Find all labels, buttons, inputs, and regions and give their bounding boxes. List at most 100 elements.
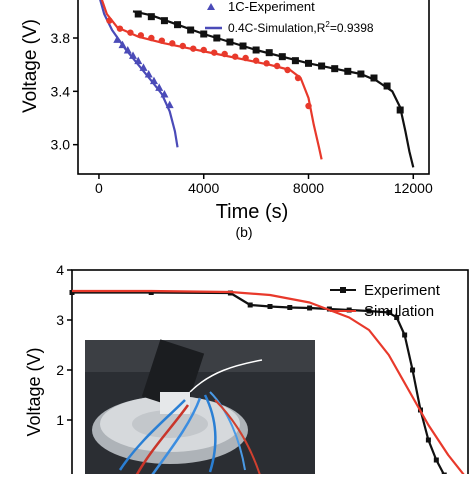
- data-point-square: [265, 49, 273, 57]
- data-point-triangle: [155, 83, 164, 91]
- y-tick-label: 1: [56, 412, 64, 428]
- data-point: [307, 305, 313, 311]
- data-point-circle: [116, 25, 124, 32]
- data-point-square: [305, 59, 313, 67]
- data-point: [148, 290, 154, 295]
- data-point-circle: [294, 74, 302, 82]
- data-point-circle: [148, 34, 155, 42]
- x-tick-label: 8000: [293, 180, 324, 196]
- data-point-triangle: [134, 56, 143, 65]
- data-point-triangle: [118, 40, 127, 49]
- data-point-circle: [179, 42, 186, 50]
- data-point-circle: [284, 66, 291, 74]
- data-point: [402, 332, 408, 338]
- y-tick-label: 2: [56, 362, 64, 378]
- lower-panel-ticks: 1 2 3 4: [56, 262, 72, 428]
- y-tick-label: 3.8: [51, 30, 71, 46]
- panel-b-legend: 1C-Experiment 0.4C-Simulation,R2=0.9398: [205, 0, 428, 38]
- data-point-square: [278, 53, 286, 61]
- data-point: [366, 308, 372, 314]
- data-point-square: [160, 17, 168, 25]
- legend-triangle-marker: [207, 3, 215, 10]
- photo-disc-ring: [132, 410, 208, 438]
- legend-label-simulation: 0.4C-Simulation,R2=0.9398: [228, 20, 374, 35]
- x-tick-label: 12000: [394, 180, 433, 196]
- data-point-triangle: [113, 35, 122, 43]
- legend-label-simulation-lower: Simulation: [364, 303, 434, 320]
- lower-panel-series: [69, 289, 469, 479]
- panel-b-y-axis-label: Voltage (V): [20, 19, 41, 113]
- data-point: [287, 305, 293, 310]
- data-point-square: [331, 65, 339, 73]
- data-point: [69, 290, 75, 295]
- photo-wire-white: [189, 359, 263, 393]
- y-tick-label: 3: [56, 312, 64, 328]
- y-tick-label: 3.0: [51, 137, 71, 153]
- data-point-triangle: [165, 100, 174, 109]
- panel-b-ticks: 0 4000 8000 12000 3.0 3.4 3.8: [51, 30, 433, 196]
- data-point-circle: [263, 60, 270, 67]
- data-point-circle: [169, 40, 176, 47]
- data-point-circle: [273, 62, 281, 70]
- data-point-circle: [200, 46, 207, 54]
- panel-b-chart: 0 4000 8000 12000 3.0 3.4 3.8 1C-Experiment 0.…: [20, 0, 433, 240]
- data-point-square: [252, 46, 260, 54]
- data-point-triangle: [123, 46, 132, 54]
- photo-wire-blue-1: [118, 399, 186, 471]
- panel-b-plot-frame: [77, 0, 430, 175]
- y-tick-label: 3.4: [51, 83, 71, 99]
- panel-b-x-axis-label: Time (s): [216, 201, 289, 223]
- data-point-square: [147, 13, 155, 21]
- data-point-triangle: [139, 63, 148, 71]
- series-line-1: [72, 289, 469, 479]
- data-point-square: [344, 67, 352, 75]
- data-point-square: [187, 26, 195, 34]
- panel-b-label: (b): [235, 224, 252, 240]
- lower-panel-legend: Experiment Simulation: [330, 282, 441, 320]
- data-point-square: [226, 38, 234, 46]
- y-tick-label: 4: [56, 262, 64, 278]
- data-point: [267, 304, 273, 309]
- data-point-square: [174, 21, 182, 29]
- lower-plot-frame: [71, 269, 469, 479]
- data-point: [386, 310, 392, 315]
- photo-wire-red-1: [133, 404, 190, 479]
- data-point-triangle: [160, 90, 169, 98]
- data-point-square: [370, 74, 378, 82]
- data-point-square: [134, 10, 142, 18]
- data-point: [410, 367, 416, 373]
- data-point-circle: [221, 50, 228, 58]
- data-point-circle: [305, 102, 312, 110]
- data-point: [247, 302, 253, 308]
- data-point-square: [200, 30, 208, 38]
- data-point-circle: [211, 49, 218, 56]
- lower-panel-chart: 1 2 3 4: [24, 262, 469, 479]
- legend-experiment-square: [340, 287, 346, 293]
- data-point-square: [213, 34, 221, 42]
- data-point-circle: [190, 45, 197, 52]
- photo-wire-red-2: [214, 399, 261, 476]
- data-point-square: [383, 82, 391, 90]
- photo-wire-blue-2: [148, 397, 202, 479]
- x-tick-label: 0: [95, 180, 103, 196]
- data-point-square: [318, 62, 326, 70]
- legend-label-experiment: Experiment: [364, 282, 441, 299]
- data-point-circle: [106, 17, 113, 24]
- data-point-circle: [127, 29, 134, 36]
- data-point-triangle: [149, 76, 158, 85]
- lower-y-axis-label: Voltage (V): [24, 347, 44, 436]
- data-point-circle: [137, 32, 145, 39]
- data-point-square: [291, 57, 299, 65]
- photo-bracket: [160, 392, 190, 414]
- data-point-square: [239, 42, 247, 50]
- data-point-circle: [252, 57, 260, 64]
- panel-b-series: [99, 0, 415, 168]
- data-point-triangle: [144, 70, 153, 78]
- photo-wire-blue-4: [209, 391, 246, 471]
- photo-wire-blue-3: [203, 394, 217, 473]
- data-point: [425, 437, 431, 443]
- panel-b-legend-bg: [270, 0, 428, 38]
- data-point-circle: [231, 53, 239, 60]
